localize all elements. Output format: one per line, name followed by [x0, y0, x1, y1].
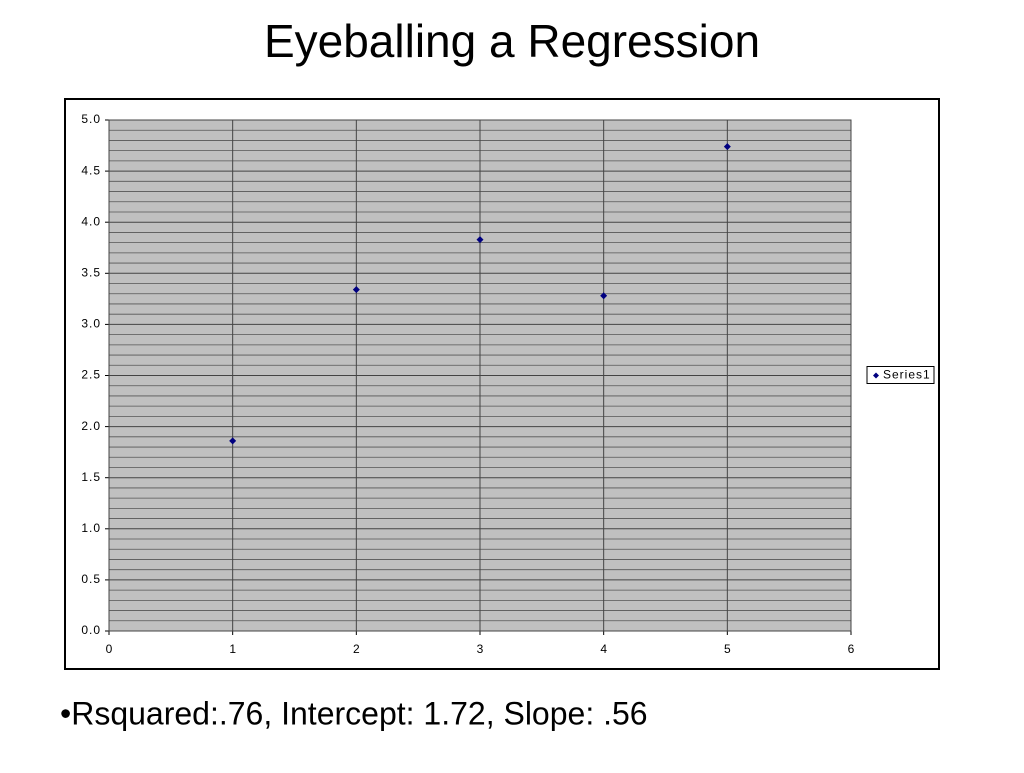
y-tick-label: 5.0: [81, 112, 101, 126]
x-tick-label: 4: [600, 642, 607, 656]
legend-box: [866, 366, 935, 384]
y-tick-label: 0.0: [81, 623, 101, 637]
data-point: [352, 286, 360, 294]
y-tick-label: 2.0: [81, 419, 101, 433]
y-tick-label: 0.5: [81, 572, 101, 586]
y-tick-label: 3.0: [81, 317, 101, 331]
y-tick-label: 4.0: [81, 214, 101, 228]
data-point: [476, 236, 484, 244]
legend-marker: [873, 372, 879, 379]
x-tick-label: 1: [229, 642, 236, 656]
data-point: [723, 143, 731, 151]
x-tick-label: 0: [106, 642, 113, 656]
legend-label: Series1: [883, 368, 931, 382]
y-tick-label: 2.5: [81, 368, 101, 382]
bullet-text: •Rsquared:.76, Intercept: 1.72, Slope: .…: [60, 695, 648, 731]
data-point: [229, 437, 237, 445]
x-tick-label: 3: [477, 642, 484, 656]
x-tick-label: 5: [724, 642, 731, 656]
x-tick-label: 6: [848, 642, 855, 656]
data-point: [600, 292, 608, 300]
slide-title: Eyeballing a Regression: [264, 15, 760, 67]
y-tick-label: 1.0: [81, 521, 101, 535]
x-tick-label: 2: [353, 642, 360, 656]
chart: 0.0 0.5 1.0 1.5 2.0 2.5 3.0 3.5 4.0 4.5 5.0 0 1 2 3 4 5 6…: [81, 112, 935, 656]
y-tick-label: 1.5: [81, 470, 101, 484]
y-tick-label: 3.5: [81, 265, 101, 279]
y-tick-label: 4.5: [81, 163, 101, 177]
plot-border: [108, 119, 852, 632]
